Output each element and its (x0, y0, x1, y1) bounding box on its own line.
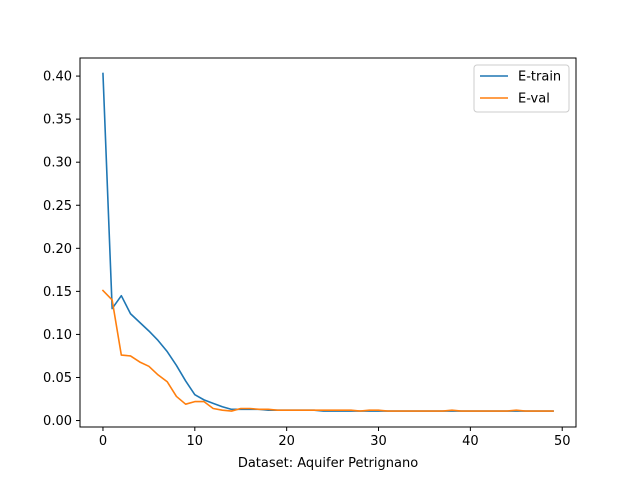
x-tick-label: 30 (370, 434, 387, 449)
legend-label-e-train: E-train (518, 70, 561, 85)
x-tick-label: 40 (462, 434, 479, 449)
y-tick-label: 0.30 (43, 156, 72, 171)
legend-label-e-val: E-val (518, 92, 550, 107)
y-tick-label: 0.05 (43, 371, 72, 386)
y-tick-label: 0.10 (43, 328, 72, 343)
y-tick-label: 0.25 (43, 199, 72, 214)
x-tick-label: 0 (99, 434, 107, 449)
x-tick-label: 10 (187, 434, 204, 449)
legend: E-train E-val (473, 64, 570, 113)
y-tick-label: 0.20 (43, 242, 72, 257)
series-line-e-val (101, 289, 554, 412)
x-axis-label: Dataset: Aquifer Petrignano (238, 456, 418, 471)
x-tick-label: 20 (278, 434, 295, 449)
y-tick-label: 0.40 (43, 70, 72, 85)
x-tick-label: 50 (554, 434, 571, 449)
y-tick-label: 0.15 (43, 285, 72, 300)
y-tick-label: 0.00 (43, 414, 72, 429)
plot-area: 0 10 20 30 40 50 0.00 0.05 0.10 0.15 0.20 0.25 0.30 0… (43, 57, 577, 449)
axes-frame (79, 57, 577, 428)
y-tick-label: 0.35 (43, 113, 72, 128)
